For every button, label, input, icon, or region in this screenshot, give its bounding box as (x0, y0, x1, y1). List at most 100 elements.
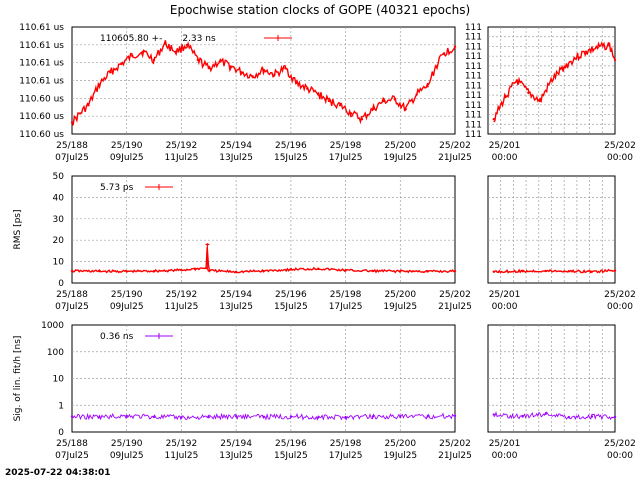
data-point-zoom (567, 270, 571, 273)
data-point-main (207, 269, 210, 272)
x-zoom-tick-label: 25/201 (489, 439, 521, 449)
x-tick-date-label: 11Jul25 (165, 302, 199, 312)
y-tick-label: 10 (53, 375, 65, 385)
x-tick-label: 25/196 (275, 439, 307, 449)
data-point-main (453, 45, 457, 48)
data-point-main (327, 99, 331, 103)
data-point-zoom (590, 270, 594, 273)
x-tick-label: 25/198 (330, 290, 362, 300)
data-point-zoom (492, 413, 495, 416)
x-tick-date-label: 09Jul25 (110, 153, 144, 163)
series-line-zoom-rms (493, 268, 616, 274)
data-point-main (98, 83, 101, 86)
data-point-main (218, 60, 221, 63)
series-line-zoom-sig (493, 411, 616, 421)
y-tick-label: 40 (53, 193, 65, 203)
y-zoom-tick-label: 111 (465, 111, 482, 121)
data-point-zoom (504, 95, 507, 99)
data-point-zoom (538, 99, 542, 103)
x-tick-label: 25/200 (384, 141, 416, 151)
y-tick-label: 10 (53, 258, 65, 268)
data-point-main (273, 73, 276, 76)
series-line-main-sig (71, 412, 456, 421)
data-point-main (289, 268, 293, 271)
x-tick-label: 25/200 (384, 439, 416, 449)
data-point-main (284, 66, 287, 70)
x-tick-date-label: 19Jul25 (383, 302, 417, 312)
x-zoom-tick-time-label: 00:00 (607, 302, 633, 312)
data-point-main (426, 85, 429, 88)
data-point-zoom (573, 57, 576, 60)
y-axis-label: RMS [ps] (13, 209, 23, 249)
data-point-main (79, 112, 82, 115)
data-point-zoom (492, 117, 495, 121)
data-point-zoom (544, 412, 547, 415)
x-tick-date-label: 19Jul25 (383, 153, 417, 163)
x-tick-label: 25/198 (330, 439, 362, 449)
data-point-main (426, 415, 429, 418)
x-tick-date-label: 07Jul25 (55, 451, 89, 461)
data-point-zoom (567, 415, 571, 419)
data-point-main (185, 43, 189, 47)
y-zoom-tick-label: 111 (465, 130, 482, 140)
data-point-main (371, 269, 375, 273)
y-tick-label: 20 (53, 236, 65, 246)
x-zoom-tick-label: 25/202 (604, 290, 636, 300)
data-point-main (109, 71, 112, 74)
y-tick-label: 50 (53, 172, 65, 182)
data-point-main (295, 81, 298, 85)
legend-label: 110605.80 +- 2.33 ns (100, 34, 216, 44)
data-point-main (399, 415, 402, 419)
x-zoom-tick-label: 25/201 (489, 290, 521, 300)
data-point-main (234, 270, 238, 274)
x-tick-label: 25/188 (56, 141, 88, 151)
x-tick-label: 25/196 (275, 290, 307, 300)
y-zoom-tick-label: 111 (465, 91, 482, 101)
data-point-zoom (613, 269, 617, 272)
data-point-zoom (561, 66, 565, 70)
x-tick-label: 25/188 (56, 290, 88, 300)
data-point-main (371, 108, 375, 111)
legend-label: 5.73 ps (100, 183, 134, 193)
y-zoom-tick-label: 111 (465, 33, 482, 43)
data-point-main (70, 269, 74, 273)
y-tick-label: 110.60 us (19, 94, 64, 104)
data-point-zoom (596, 46, 599, 49)
x-tick-date-label: 17Jul25 (329, 153, 363, 163)
x-tick-date-label: 19Jul25 (383, 451, 417, 461)
y-tick-label: 110.60 us (19, 130, 64, 140)
data-point-zoom (613, 58, 617, 62)
y-tick-label: 0 (58, 279, 64, 289)
x-tick-label: 25/192 (166, 141, 198, 151)
x-zoom-tick-time-label: 00:00 (492, 451, 518, 461)
data-point-main (399, 270, 402, 273)
x-zoom-tick-time-label: 00:00 (492, 302, 518, 312)
x-tick-label: 25/192 (166, 290, 198, 300)
y-tick-label: 30 (53, 215, 65, 225)
data-point-main (393, 98, 397, 101)
data-point-main (98, 415, 101, 419)
data-point-main (152, 58, 156, 62)
data-point-main (262, 68, 265, 72)
timestamp-footer: 2025-07-22 04:38:01 (5, 468, 111, 478)
x-tick-label: 25/202 (439, 439, 471, 449)
y-tick-label: 1 (58, 401, 64, 411)
x-tick-date-label: 17Jul25 (329, 302, 363, 312)
x-tick-date-label: 09Jul25 (110, 302, 144, 312)
y-axis-label: Sig. of lin. fit/h [ns] (13, 336, 23, 422)
x-tick-date-label: 15Jul25 (274, 451, 308, 461)
chart-title: Epochwise station clocks of GOPE (40321 … (169, 3, 471, 17)
x-tick-date-label: 21Jul25 (438, 451, 472, 461)
data-point-main (152, 269, 156, 273)
x-tick-date-label: 21Jul25 (438, 153, 472, 163)
y-tick-label: 110.60 us (19, 112, 64, 122)
x-zoom-tick-label: 25/202 (604, 439, 636, 449)
x-tick-date-label: 13Jul25 (219, 153, 253, 163)
data-point-zoom (613, 415, 617, 419)
y-tick-label: 110.61 us (19, 77, 64, 87)
y-zoom-tick-label: 111 (465, 52, 482, 62)
x-tick-date-label: 11Jul25 (165, 451, 199, 461)
data-point-main (349, 112, 353, 115)
x-tick-date-label: 11Jul25 (165, 153, 199, 163)
y-zoom-tick-label: 111 (465, 72, 482, 82)
